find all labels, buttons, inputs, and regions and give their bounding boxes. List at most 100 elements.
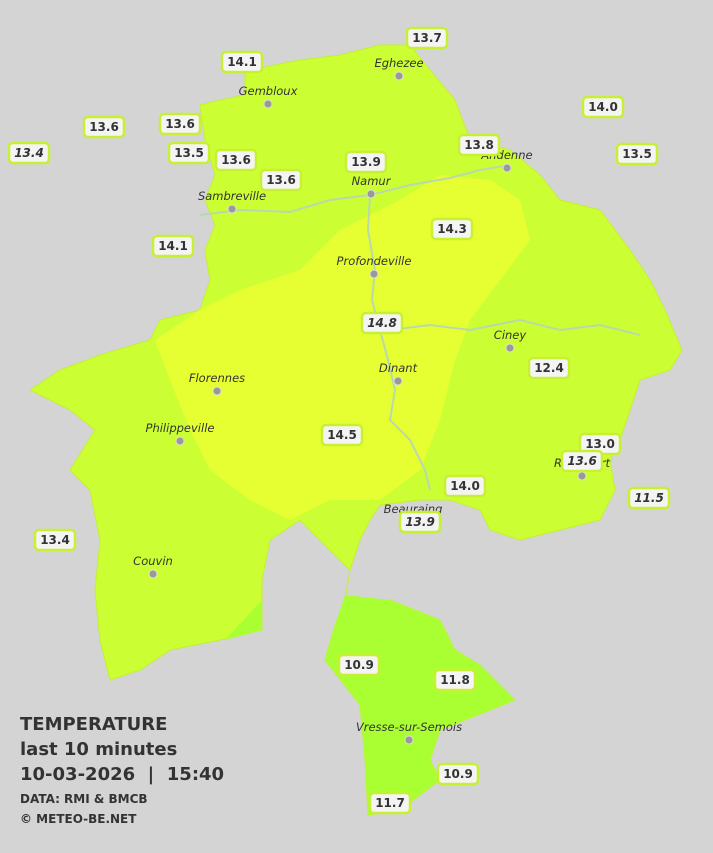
city-dot (212, 386, 222, 396)
station: 13.9 (398, 510, 442, 534)
city-dot (393, 376, 403, 386)
station-value: 13.4 (40, 533, 70, 547)
station-box (214, 148, 258, 172)
station: 14.0 (581, 95, 625, 119)
station-box (337, 653, 381, 677)
city-name: Namur (352, 174, 392, 188)
city-name: Gembloux (239, 84, 298, 98)
station-value: 13.5 (622, 147, 652, 161)
cool-zone (225, 600, 262, 640)
station-value: 11.5 (634, 491, 664, 505)
station: 13.5 (615, 142, 659, 166)
station-value: 10.9 (344, 658, 374, 672)
station-value: 13.6 (266, 173, 296, 187)
city-dot (577, 471, 587, 481)
station-box (457, 133, 501, 157)
city-name: Eghezee (374, 56, 423, 70)
station-value: 13.6 (165, 117, 195, 131)
city-name: Profondeville (337, 254, 412, 268)
station-value: 13.6 (89, 120, 119, 134)
station-value: 14.0 (588, 100, 618, 114)
station-box (344, 150, 388, 174)
city-dot (505, 343, 515, 353)
station-box (443, 474, 487, 498)
station: 13.6 (214, 148, 258, 172)
river (366, 194, 431, 491)
station-box (151, 234, 195, 258)
station-value: 13.9 (351, 155, 381, 169)
city-name: Florennes (189, 371, 245, 385)
station-value: 13.9 (405, 515, 435, 529)
station: 13.6 (158, 112, 202, 136)
legend-credit: © METEO-BE.NET (20, 812, 137, 826)
station: 14.3 (430, 217, 474, 241)
city-name: Ciney (494, 328, 527, 342)
city-dot (175, 436, 185, 446)
legend-subtitle: last 10 minutes (20, 739, 177, 760)
city-dot (263, 99, 273, 109)
station-box (436, 762, 480, 786)
legend-datetime: 10-03-2026 | 15:40 (20, 764, 224, 785)
city-name: Couvin (133, 554, 173, 568)
city-name: Vresse-sur-Semois (356, 720, 462, 734)
station-value: 13.0 (585, 437, 615, 451)
station-box (259, 168, 303, 192)
station-value: 14.5 (327, 428, 357, 442)
station-box (398, 510, 442, 534)
station-value: 11.7 (375, 796, 405, 810)
station: 14.8 (360, 311, 404, 335)
station: 13.9 (344, 150, 388, 174)
station: 11.5 (627, 486, 671, 510)
station: 11.7 (368, 791, 412, 815)
station-value: 13.8 (464, 138, 494, 152)
station: 14.1 (151, 234, 195, 258)
city-dot (502, 163, 512, 173)
station-box (360, 311, 404, 335)
station-box (615, 142, 659, 166)
station-value: 13.6 (221, 153, 251, 167)
city-name: Philippeville (146, 421, 215, 435)
station: 10.9 (436, 762, 480, 786)
station-box (581, 95, 625, 119)
station: 13.7 (405, 26, 449, 50)
legend-title: TEMPERATURE (20, 714, 167, 735)
warm-zone (155, 175, 530, 520)
city-dot (404, 735, 414, 745)
station-box (405, 26, 449, 50)
station-box (167, 141, 211, 165)
station-value: 14.0 (450, 479, 480, 493)
station-box (527, 356, 571, 380)
station-value: 14.1 (227, 55, 257, 69)
station-value: 13.4 (14, 146, 44, 160)
legend: TEMPERATURE last 10 minutes 10-03-2026 |… (20, 714, 224, 826)
river (389, 318, 641, 336)
station: 13.4 (7, 141, 51, 165)
legend-source: DATA: RMI & BMCB (20, 792, 148, 806)
station-value: 14.1 (158, 239, 188, 253)
station-value: 13.5 (174, 146, 204, 160)
city-dot (227, 204, 237, 214)
station-box (7, 141, 51, 165)
station: 13.6 (259, 168, 303, 192)
station: 14.1 (220, 50, 264, 74)
station-value: 14.3 (437, 222, 467, 236)
station-box (220, 50, 264, 74)
city-dot (394, 71, 404, 81)
city-name: Dinant (379, 361, 418, 375)
station-box (368, 791, 412, 815)
station: 10.9 (337, 653, 381, 677)
station-box (430, 217, 474, 241)
city-dot (148, 569, 158, 579)
station: 11.8 (433, 668, 477, 692)
station-box (158, 112, 202, 136)
station-box (627, 486, 671, 510)
station: 14.0 (443, 474, 487, 498)
station: 13.5 (167, 141, 211, 165)
station-value: 13.7 (412, 31, 442, 45)
station: 13.4 (33, 528, 77, 552)
station-box (82, 115, 126, 139)
station-value: 11.8 (440, 673, 470, 687)
station-box (320, 423, 364, 447)
station-box (433, 668, 477, 692)
